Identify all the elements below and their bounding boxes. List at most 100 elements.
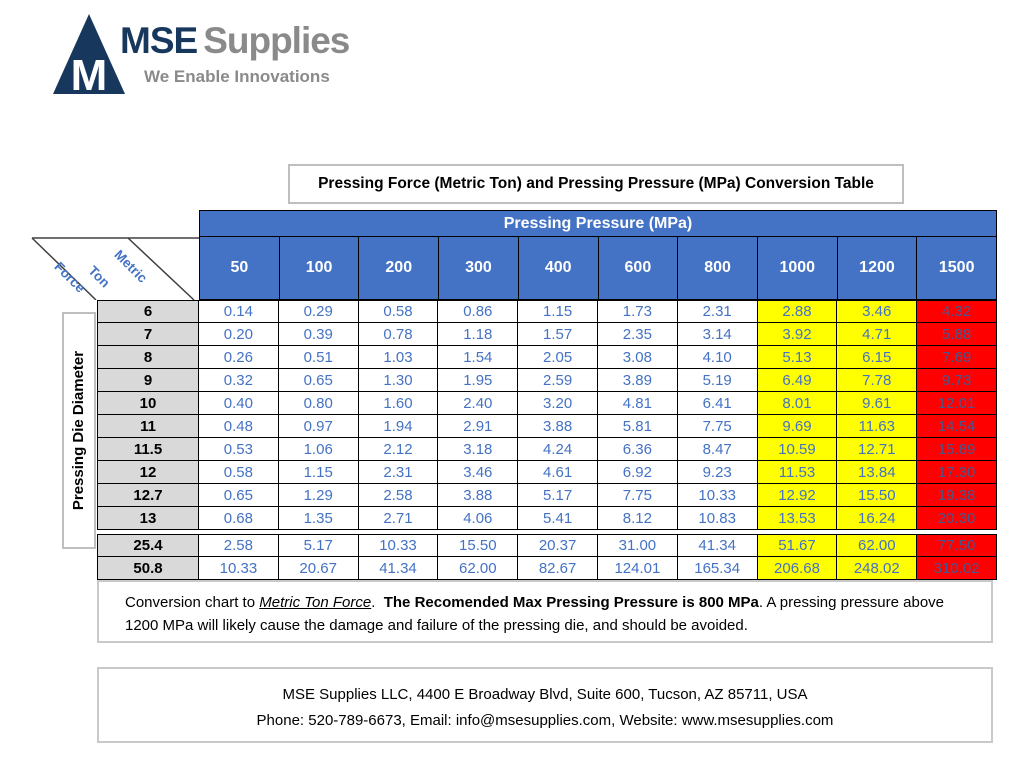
pressure-column-header: 600: [598, 237, 679, 300]
value-cell: 77.50: [917, 534, 997, 557]
value-cell: 1.15: [518, 300, 598, 323]
logo-name: MSE Supplies: [120, 20, 350, 61]
value-cell: 0.48: [199, 415, 279, 438]
value-cell: 165.34: [677, 557, 758, 580]
value-cell: 3.08: [597, 346, 678, 369]
value-cell: 13.53: [757, 507, 838, 530]
value-cell: 4.32: [917, 300, 997, 323]
diameter-row-header: 9: [97, 369, 199, 392]
value-cell: 62.00: [438, 557, 519, 580]
value-cell: 20.67: [278, 557, 359, 580]
pressure-column-header: 50: [200, 237, 280, 300]
value-cell: 10.33: [677, 484, 758, 507]
value-cell: 15.50: [837, 484, 918, 507]
value-cell: 0.20: [199, 323, 279, 346]
value-cell: 0.68: [199, 507, 279, 530]
value-cell: 3.92: [757, 323, 838, 346]
value-cell: 5.13: [757, 346, 838, 369]
table-row: 10 0.40 0.80 1.60 2.40 3.20 4.81 6.41 8.01 9.61 12…: [97, 392, 997, 415]
value-cell: 1.18: [438, 323, 519, 346]
value-cell: 19.38: [917, 484, 997, 507]
value-cell: 206.68: [757, 557, 838, 580]
diameter-row-header: 8: [97, 346, 199, 369]
note-prefix: Conversion chart to: [125, 594, 260, 611]
diagonal-lines: [31, 237, 199, 300]
value-cell: 1.73: [597, 300, 678, 323]
value-cell: 0.53: [199, 438, 279, 461]
value-cell: 0.65: [199, 484, 279, 507]
value-cell: 0.65: [278, 369, 359, 392]
value-cell: 6.49: [757, 369, 838, 392]
value-cell: 1.94: [358, 415, 439, 438]
value-cell: 16.24: [837, 507, 918, 530]
value-cell: 10.83: [677, 507, 758, 530]
diameter-row-header: 11.5: [97, 438, 199, 461]
value-cell: 1.30: [358, 369, 439, 392]
value-cell: 9.23: [677, 461, 758, 484]
value-cell: 3.46: [438, 461, 519, 484]
value-cell: 12.71: [837, 438, 918, 461]
pressure-column-header: 100: [279, 237, 360, 300]
value-cell: 1.15: [278, 461, 359, 484]
value-cell: 9.69: [757, 415, 838, 438]
diagonal-corner-header: Force Ton Metric: [20, 237, 199, 300]
logo-name-secondary: Supplies: [203, 20, 350, 61]
value-cell: 248.02: [837, 557, 918, 580]
note-suffix: . A pressing pressure above 1200 MPa wil…: [125, 594, 945, 635]
value-cell: 41.34: [677, 534, 758, 557]
diameter-row-header: 6: [97, 300, 199, 323]
value-cell: 3.20: [518, 392, 598, 415]
value-cell: 1.60: [358, 392, 439, 415]
company-address: MSE Supplies LLC, 4400 E Broadway Blvd, …: [282, 686, 808, 703]
note-bold: The Recomended Max Pressing Pressure is …: [383, 594, 759, 611]
diameter-row-header: 7: [97, 323, 199, 346]
value-cell: 9.73: [917, 369, 997, 392]
value-cell: 0.40: [199, 392, 279, 415]
value-cell: 2.05: [518, 346, 598, 369]
value-cell: 3.18: [438, 438, 519, 461]
value-cell: 7.69: [917, 346, 997, 369]
logo-monogram: M: [71, 51, 108, 96]
value-cell: 15.50: [438, 534, 519, 557]
value-cell: 5.81: [597, 415, 678, 438]
note-separator: .: [371, 594, 384, 611]
value-cell: 11.53: [757, 461, 838, 484]
value-cell: 310.02: [917, 557, 997, 580]
value-cell: 1.06: [278, 438, 359, 461]
value-cell: 8.47: [677, 438, 758, 461]
pressure-column-header: 1500: [917, 237, 998, 300]
value-cell: 1.35: [278, 507, 359, 530]
logo-name-primary: MSE: [120, 20, 198, 61]
table-row: 12 0.58 1.15 2.31 3.46 4.61 6.92 9.23 11.53 13.84…: [97, 461, 997, 484]
table-row: 11.5 0.53 1.06 2.12 3.18 4.24 6.36 8.47 10.59 12.…: [97, 438, 997, 461]
value-cell: 0.86: [438, 300, 519, 323]
value-cell: 2.40: [438, 392, 519, 415]
pressure-column-header: 1200: [837, 237, 918, 300]
value-cell: 13.84: [837, 461, 918, 484]
pressure-column-headers: 50 100 200 300 400 600 800 1000 1200 1500: [199, 237, 998, 300]
value-cell: 4.71: [837, 323, 918, 346]
row-axis-label-box: Pressing Die Diameter: [62, 312, 96, 549]
diameter-row-header: 25.4: [97, 534, 199, 557]
value-cell: 2.58: [358, 484, 439, 507]
value-cell: 0.78: [358, 323, 439, 346]
value-cell: 2.59: [518, 369, 598, 392]
diameter-row-header: 13: [97, 507, 199, 530]
diameter-row-header: 50.8: [97, 557, 199, 580]
value-cell: 9.61: [837, 392, 918, 415]
value-cell: 0.29: [278, 300, 359, 323]
value-cell: 4.10: [677, 346, 758, 369]
diameter-row-header: 11: [97, 415, 199, 438]
pressure-column-header: 400: [518, 237, 599, 300]
table-row: 12.7 0.65 1.29 2.58 3.88 5.17 7.75 10.33 12.92 15…: [97, 484, 997, 507]
value-cell: 2.12: [358, 438, 439, 461]
pressing-pressure-banner-label: Pressing Pressure (MPa): [503, 214, 693, 232]
value-cell: 14.54: [917, 415, 997, 438]
table-row: 6 0.14 0.29 0.58 0.86 1.15 1.73 2.31 2.88 3.46 4.3…: [97, 300, 997, 323]
value-cell: 0.51: [278, 346, 359, 369]
value-cell: 5.19: [677, 369, 758, 392]
value-cell: 8.01: [757, 392, 838, 415]
value-cell: 20.30: [917, 507, 997, 530]
diameter-row-header: 12.7: [97, 484, 199, 507]
